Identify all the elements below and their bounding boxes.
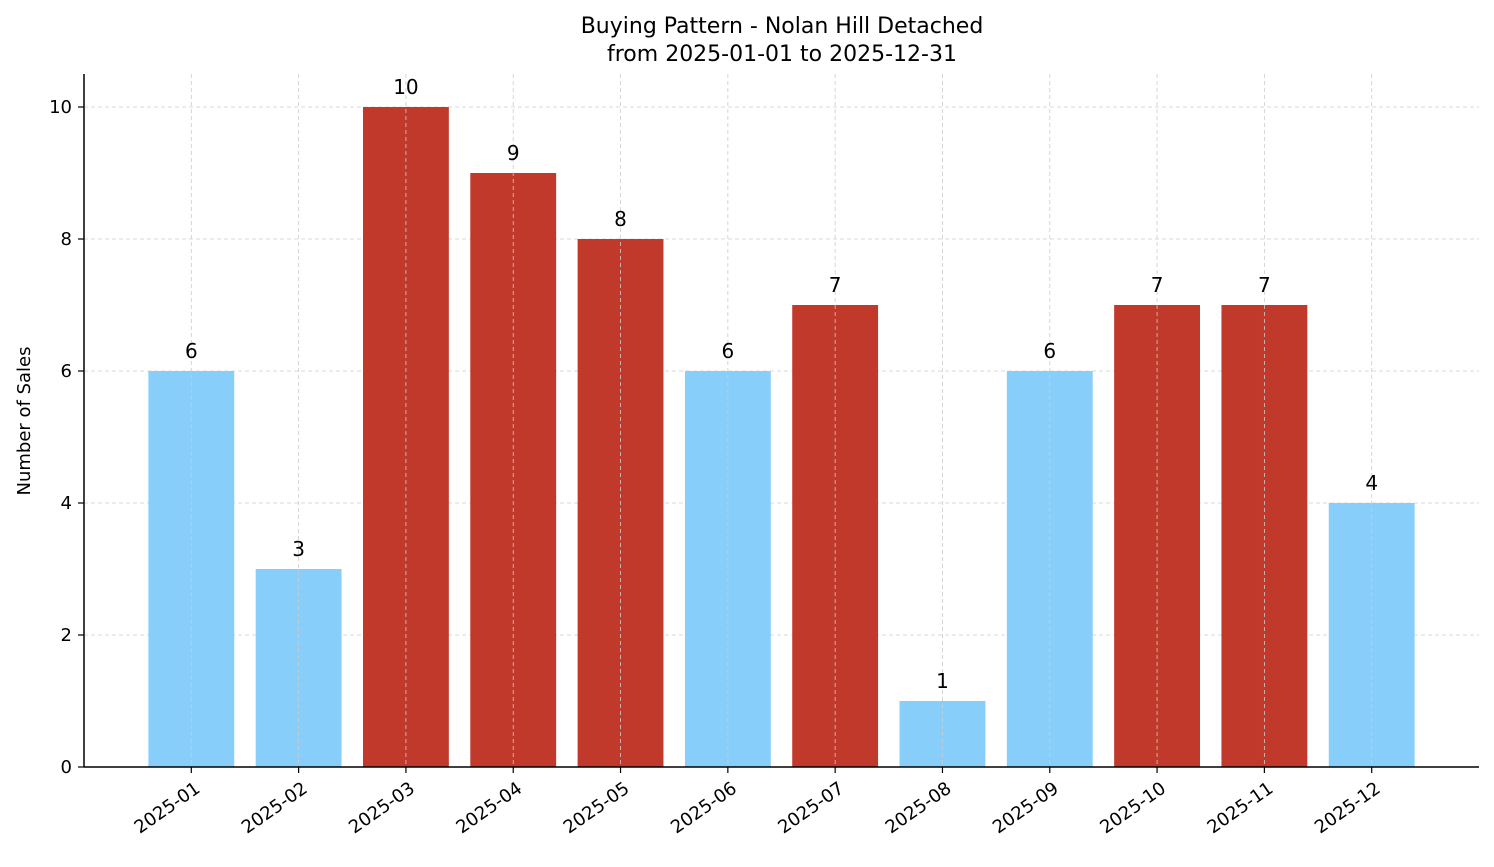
data-label: 9 (507, 141, 520, 165)
y-tick-label: 4 (61, 493, 72, 514)
data-label: 7 (829, 273, 842, 297)
x-tick-label: 2025-04 (452, 778, 526, 838)
chart-title: Buying Pattern - Nolan Hill Detached (581, 14, 984, 39)
x-tick-label: 2025-02 (238, 778, 312, 838)
y-tick-label: 10 (49, 97, 72, 118)
gridlines-front (190, 74, 1373, 767)
data-label: 8 (614, 207, 627, 231)
x-tick-label: 2025-06 (667, 778, 741, 838)
data-labels: 6 3 10 9 8 6 7 1 6 7 7 4 (185, 75, 1378, 693)
x-tick-label: 2025-03 (345, 778, 419, 838)
data-label: 7 (1151, 273, 1164, 297)
y-axis-label: Number of Sales (14, 346, 35, 495)
bars (148, 107, 1415, 767)
data-label: 3 (292, 537, 305, 561)
data-label: 6 (721, 339, 734, 363)
bar-2025-02 (255, 569, 342, 767)
data-label: 1 (936, 669, 949, 693)
data-label: 4 (1365, 471, 1378, 495)
x-tick-label: 2025-12 (1311, 778, 1385, 838)
x-tick-label: 2025-09 (989, 778, 1063, 838)
x-tick-label: 2025-07 (774, 778, 848, 838)
x-tick-label: 2025-01 (131, 778, 205, 838)
data-label: 6 (1043, 339, 1056, 363)
data-label: 10 (393, 75, 418, 99)
data-label: 6 (185, 339, 198, 363)
x-tick-label: 2025-05 (560, 778, 634, 838)
y-tick-label: 6 (61, 361, 72, 382)
chart-subtitle: from 2025-01-01 to 2025-12-31 (607, 42, 957, 67)
x-tick-label: 2025-11 (1204, 778, 1278, 838)
y-tick-label: 8 (61, 229, 72, 250)
data-label: 7 (1258, 273, 1271, 297)
bar-2025-03 (363, 107, 449, 767)
y-tick-label: 0 (61, 757, 72, 778)
x-tick-label: 2025-08 (882, 778, 956, 838)
x-tick-label: 2025-10 (1096, 778, 1170, 838)
y-tick-label: 2 (61, 625, 72, 646)
